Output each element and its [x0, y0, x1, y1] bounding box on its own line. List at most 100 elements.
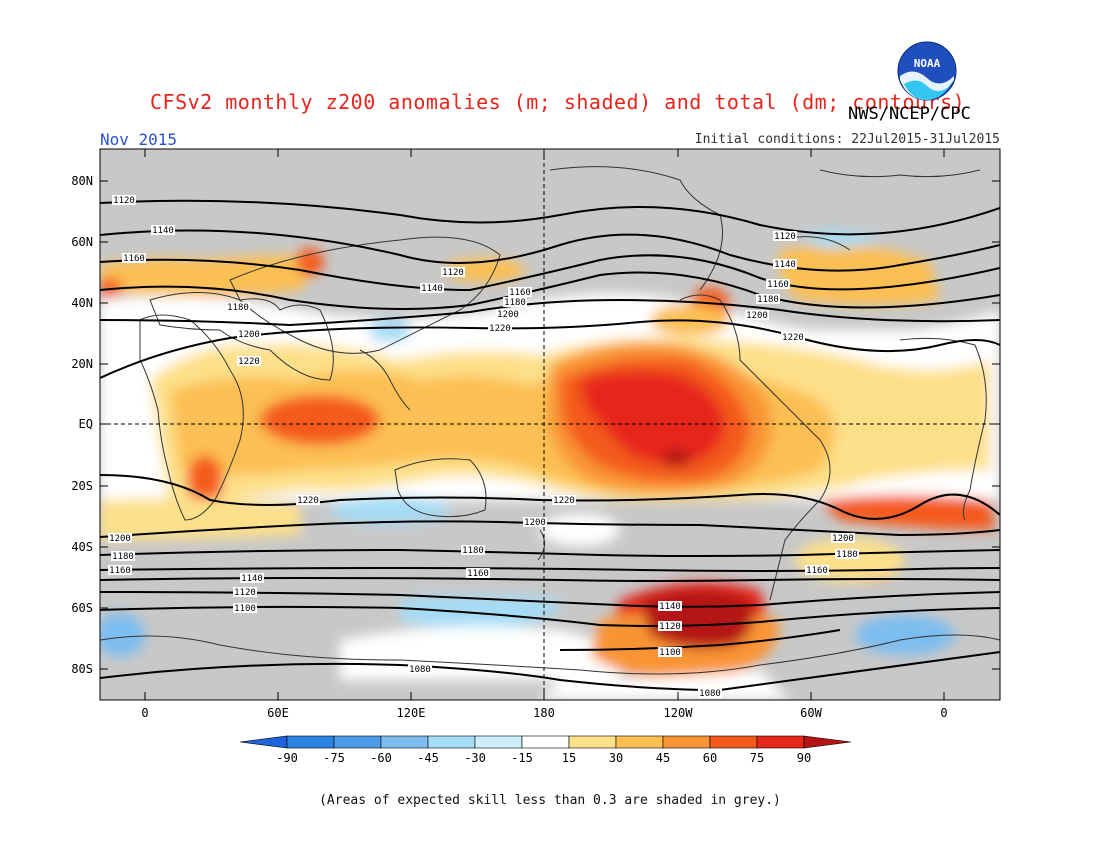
svg-text:1160: 1160: [767, 280, 789, 290]
svg-text:1200: 1200: [109, 534, 131, 544]
latitude-labels: 80N 60N 40N 20N EQ 20S 40S 60S 80S: [71, 174, 93, 676]
svg-text:1180: 1180: [836, 550, 858, 560]
contour-label: 1180: [226, 302, 250, 313]
contour-label: 1200: [108, 533, 132, 544]
contour-label: 1140: [240, 573, 264, 584]
contour-label: 1160: [805, 565, 829, 576]
svg-text:1220: 1220: [489, 324, 511, 334]
agency-label: NWS/NCEP/CPC: [848, 104, 971, 124]
colorbar-tick-label: 15: [562, 751, 576, 765]
noaa-logo-icon: NOAA: [897, 41, 957, 101]
svg-text:1220: 1220: [782, 333, 804, 343]
svg-text:1100: 1100: [234, 604, 256, 614]
contour-label: 1160: [122, 253, 146, 264]
svg-text:1140: 1140: [421, 284, 443, 294]
svg-text:1140: 1140: [152, 226, 174, 236]
svg-text:1140: 1140: [659, 602, 681, 612]
svg-text:1080: 1080: [699, 689, 721, 699]
svg-text:1160: 1160: [123, 254, 145, 264]
lon-label: 0: [141, 706, 148, 720]
contour-label: 1100: [658, 647, 682, 658]
colorbar-tick-label: -30: [464, 751, 486, 765]
colorbar-swatch: [709, 735, 758, 749]
forecast-month: Nov 2015: [100, 130, 178, 149]
contour-label: 1120: [233, 587, 257, 598]
svg-text:1120: 1120: [659, 622, 681, 632]
svg-text:1200: 1200: [746, 311, 768, 321]
colorbar-arrow-high: [803, 735, 852, 749]
contour-label: 1140: [151, 225, 175, 236]
colorbar-tick-label: -90: [276, 751, 298, 765]
colorbar-swatch: [286, 735, 335, 749]
lat-label: EQ: [79, 417, 93, 431]
contour-label: 1220: [237, 356, 261, 367]
colorbar-swatch: [333, 735, 382, 749]
colorbar-tick-label: 90: [797, 751, 811, 765]
svg-text:1180: 1180: [757, 295, 779, 305]
contour-label: 1180: [111, 551, 135, 562]
contour-label: 1220: [488, 323, 512, 334]
logo-text: NOAA: [914, 57, 941, 70]
svg-text:1160: 1160: [806, 566, 828, 576]
svg-text:1160: 1160: [509, 288, 531, 298]
contour-label: 1160: [508, 287, 532, 298]
colorbar-tick-label: -15: [511, 751, 533, 765]
contour-labels: 1120114011601180120012201220120011801160…: [108, 195, 859, 699]
colorbar-swatch: [615, 735, 664, 749]
colorbar-arrow-low: [239, 735, 288, 749]
svg-text:1140: 1140: [241, 574, 263, 584]
lon-label: 60E: [267, 706, 289, 720]
lon-label: 180: [533, 706, 555, 720]
contour-label: 1220: [296, 495, 320, 506]
svg-text:1120: 1120: [442, 268, 464, 278]
svg-text:1160: 1160: [467, 569, 489, 579]
contour-label: 1140: [658, 601, 682, 612]
svg-text:1160: 1160: [109, 566, 131, 576]
colorbar-swatch: [662, 735, 711, 749]
contour-label: 1180: [756, 294, 780, 305]
map-frame: [99, 148, 1001, 701]
contour-label: 1160: [108, 565, 132, 576]
colorbar-swatch: [756, 735, 805, 749]
colorbar-swatch: [521, 735, 570, 749]
contour-label: 1080: [408, 664, 432, 675]
svg-text:1200: 1200: [524, 518, 546, 528]
colorbar-tick-label: -75: [323, 751, 345, 765]
svg-text:1220: 1220: [553, 496, 575, 506]
contour-label: 1120: [112, 195, 136, 206]
contour-label: 1140: [773, 259, 797, 270]
lon-label: 60W: [800, 706, 822, 720]
initial-conditions: Initial conditions: 22Jul2015-31Jul2015: [694, 132, 1000, 147]
lat-label: 80S: [71, 662, 93, 676]
lat-label: 20N: [71, 357, 93, 371]
colorbar-tick-label: 30: [609, 751, 623, 765]
contour-label: 1200: [496, 309, 520, 320]
colorbar-swatch: [474, 735, 523, 749]
svg-text:1180: 1180: [227, 303, 249, 313]
contour-label: 1200: [745, 310, 769, 321]
contour-label: 1200: [523, 517, 547, 528]
svg-text:1120: 1120: [774, 232, 796, 242]
contour-label: 1160: [766, 279, 790, 290]
lon-label: 0: [940, 706, 947, 720]
colorbar-swatch: [568, 735, 617, 749]
longitude-labels: 0 60E 120E 180 120W 60W 0: [141, 706, 947, 720]
contour-label: 1120: [441, 267, 465, 278]
colorbar-tick-label: -45: [417, 751, 439, 765]
colorbar-swatch: [427, 735, 476, 749]
lat-label: 80N: [71, 174, 93, 188]
svg-text:1140: 1140: [774, 260, 796, 270]
contour-label: 1140: [420, 283, 444, 294]
chart-title: CFSv2 monthly z200 anomalies (m; shaded)…: [150, 90, 966, 114]
svg-text:1200: 1200: [497, 310, 519, 320]
svg-text:1180: 1180: [504, 298, 526, 308]
svg-text:1220: 1220: [238, 357, 260, 367]
colorbar-tick-label: 45: [656, 751, 670, 765]
map-field: 1120114011601180120012201220120011801160…: [100, 149, 1000, 700]
svg-text:1080: 1080: [409, 665, 431, 675]
lat-label: 20S: [71, 479, 93, 493]
contour-label: 1200: [831, 533, 855, 544]
svg-text:1120: 1120: [234, 588, 256, 598]
svg-text:1180: 1180: [112, 552, 134, 562]
